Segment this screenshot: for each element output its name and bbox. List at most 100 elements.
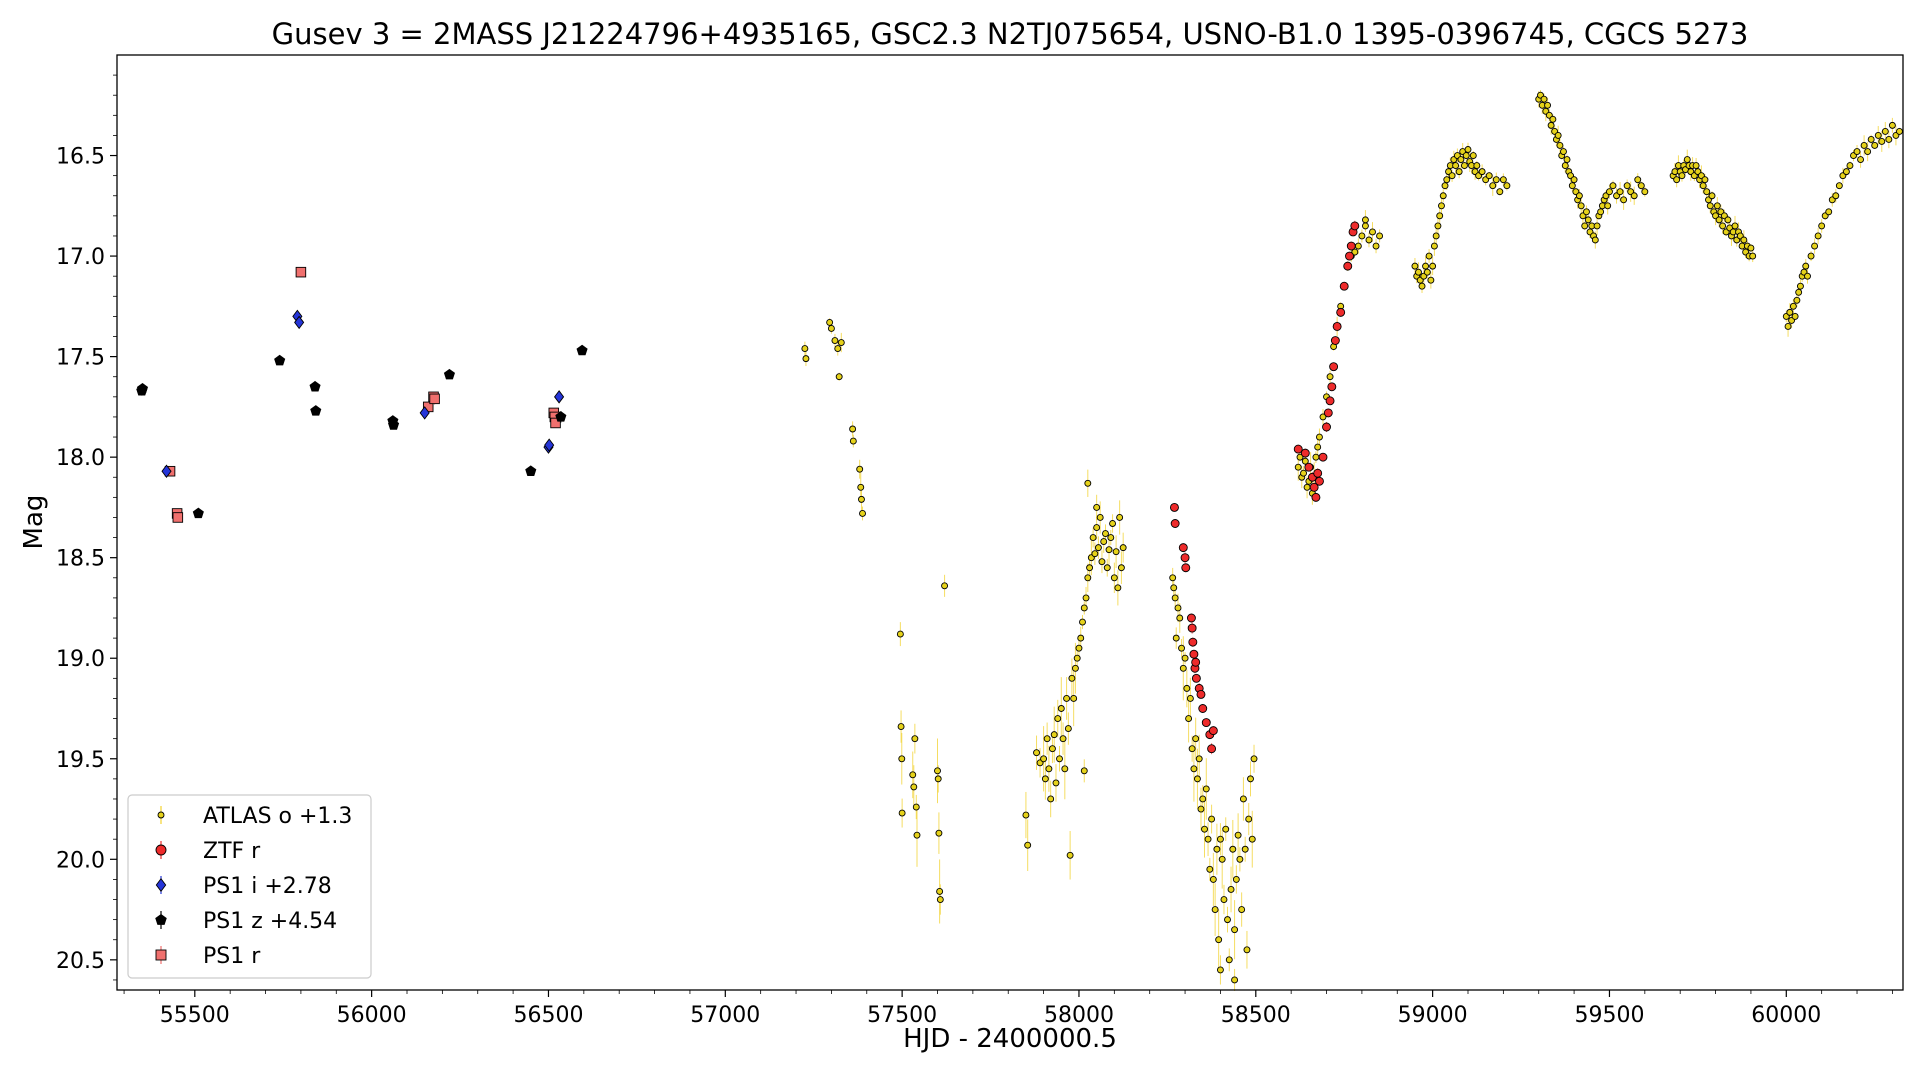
atlas-o-1-3-point — [1604, 202, 1612, 210]
atlas-o-1-3-point — [1303, 483, 1311, 491]
atlas-o-1-3-point — [1093, 524, 1101, 531]
atlas-o-1-3-point — [1896, 127, 1903, 135]
atlas-o-1-3-point — [1231, 976, 1239, 984]
ztf-r-point — [1315, 476, 1324, 486]
ztf-r-point — [1186, 613, 1196, 623]
legend-atlas-o-1-3-label: ATLAS o +1.3 — [203, 804, 352, 829]
atlas-o-1-3-point — [1183, 684, 1191, 692]
ztf-r-point — [1318, 452, 1328, 462]
legend-ps1-i-2-78-marker — [155, 878, 167, 892]
atlas-o-1-3-point — [1192, 735, 1200, 743]
atlas-o-1-3-point — [1209, 875, 1217, 883]
atlas-o-1-3-point — [1232, 875, 1240, 883]
atlas-o-1-3-point — [1570, 176, 1578, 184]
x-tick-label: 59500 — [1574, 1003, 1644, 1028]
ztf-r-point — [1208, 726, 1218, 736]
atlas-o-1-3-point — [1634, 176, 1642, 184]
ps1-z-4-54-point — [525, 465, 537, 476]
legend-ztf-r-marker — [155, 844, 167, 856]
atlas-o-1-3-point — [1190, 765, 1198, 773]
atlas-o-1-3-point — [898, 755, 906, 763]
atlas-o-1-3-point — [1427, 276, 1435, 284]
atlas-o-1-3-point — [1706, 202, 1714, 210]
atlas-o-1-3-point — [1568, 182, 1576, 190]
x-tick-label: 57000 — [690, 1003, 760, 1028]
y-tick-label: 17.0 — [56, 245, 105, 270]
ps1-z-4-54-point — [192, 507, 204, 519]
atlas-o-1-3-point — [1683, 156, 1691, 164]
atlas-o-1-3-point — [1079, 618, 1086, 626]
atlas-o-1-3-point — [912, 803, 920, 811]
atlas-o-1-3-point — [1540, 95, 1548, 103]
ztf-r-point — [1330, 336, 1340, 345]
ztf-r-point — [1311, 492, 1321, 502]
atlas-o-1-3-point — [1229, 845, 1237, 853]
ps1-i-2-78-point — [419, 406, 430, 420]
atlas-o-1-3-point — [1425, 252, 1433, 260]
atlas-o-1-3-point — [1181, 654, 1189, 662]
atlas-o-1-3-point — [1073, 654, 1081, 662]
atlas-o-1-3-point — [1563, 156, 1571, 164]
atlas-o-1-3-point — [910, 783, 918, 791]
atlas-o-1-3-point — [941, 582, 949, 590]
atlas-o-1-3-point — [1489, 182, 1497, 190]
atlas-o-1-3-point — [1701, 176, 1709, 184]
atlas-o-1-3-point — [1089, 534, 1097, 542]
y-tick-label: 19.5 — [56, 748, 105, 773]
atlas-o-1-3-point — [897, 723, 905, 731]
atlas-o-1-3-point — [1312, 453, 1320, 461]
atlas-o-1-3-point — [1789, 302, 1797, 310]
data-point-layer — [136, 91, 1903, 984]
atlas-o-1-3-point — [1056, 755, 1063, 763]
atlas-o-1-3-point — [935, 829, 943, 837]
ps1-z-4-54-point — [555, 411, 567, 422]
atlas-o-1-3-point — [1620, 196, 1628, 204]
x-tick-label: 59000 — [1398, 1003, 1468, 1028]
atlas-o-1-3-point — [1443, 176, 1451, 184]
ps1-r-point — [295, 266, 307, 278]
ztf-r-point — [1170, 519, 1180, 528]
atlas-o-1-3-point — [1835, 182, 1843, 190]
atlas-o-1-3-point — [1201, 825, 1208, 833]
atlas-o-1-3-point — [936, 896, 944, 903]
x-tick-label: 57500 — [867, 1003, 937, 1028]
atlas-o-1-3-point — [1678, 172, 1686, 180]
atlas-o-1-3-point — [1047, 795, 1055, 803]
atlas-o-1-3-point — [1438, 202, 1445, 210]
ztf-r-point — [1322, 422, 1331, 432]
atlas-o-1-3-point — [1888, 121, 1896, 129]
atlas-o-1-3-point — [1059, 735, 1067, 743]
atlas-o-1-3-point — [1186, 694, 1194, 702]
atlas-o-1-3-point — [1361, 216, 1369, 224]
atlas-o-1-3-point — [1430, 242, 1438, 250]
atlas-o-1-3-point — [1197, 805, 1205, 813]
atlas-o-1-3-point — [1033, 749, 1040, 757]
atlas-o-1-3-point — [1319, 413, 1327, 421]
atlas-o-1-3-point — [1199, 795, 1207, 803]
atlas-o-1-3-point — [1172, 634, 1180, 642]
ps1-z-4-54-point — [388, 419, 400, 430]
atlas-o-1-3-point — [1222, 825, 1230, 833]
atlas-o-1-3-point — [1791, 312, 1799, 320]
atlas-o-1-3-point — [1225, 956, 1233, 964]
atlas-o-1-3-point — [898, 809, 906, 817]
atlas-o-1-3-point — [1448, 172, 1456, 180]
ps1-z-4-54-point — [136, 382, 149, 394]
ps1-z-4-54-point — [576, 344, 588, 356]
atlas-o-1-3-point — [1365, 236, 1373, 244]
ps1-z-4-54-point — [274, 354, 286, 366]
ztf-r-point — [1201, 718, 1211, 728]
atlas-o-1-3-point — [1591, 236, 1599, 244]
atlas-o-1-3-point — [1216, 835, 1224, 843]
atlas-o-1-3-point — [1832, 192, 1840, 200]
atlas-o-1-3-point — [1616, 188, 1624, 196]
atlas-o-1-3-point — [1195, 755, 1203, 763]
y-tick-label: 18.0 — [56, 446, 105, 471]
ztf-r-point — [1187, 623, 1197, 633]
atlas-o-1-3-point — [1462, 152, 1470, 159]
atlas-o-1-3-point — [1492, 176, 1500, 184]
x-tick-label: 56000 — [337, 1003, 407, 1028]
legend: ATLAS o +1.3 ZTF r PS1 i +2.78 PS1 z +4.54 P… — [127, 794, 372, 979]
y-tick-label: 20.0 — [56, 848, 105, 873]
